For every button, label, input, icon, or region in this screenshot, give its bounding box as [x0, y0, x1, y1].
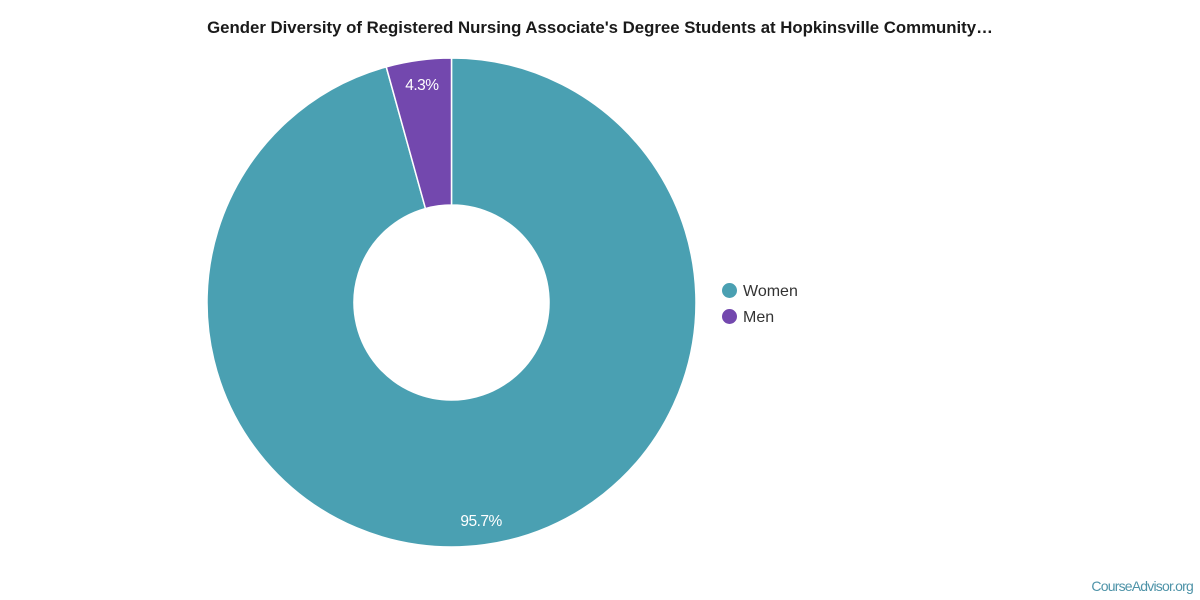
svg-text:4.3%: 4.3% — [405, 77, 439, 94]
svg-text:95.7%: 95.7% — [460, 513, 502, 530]
